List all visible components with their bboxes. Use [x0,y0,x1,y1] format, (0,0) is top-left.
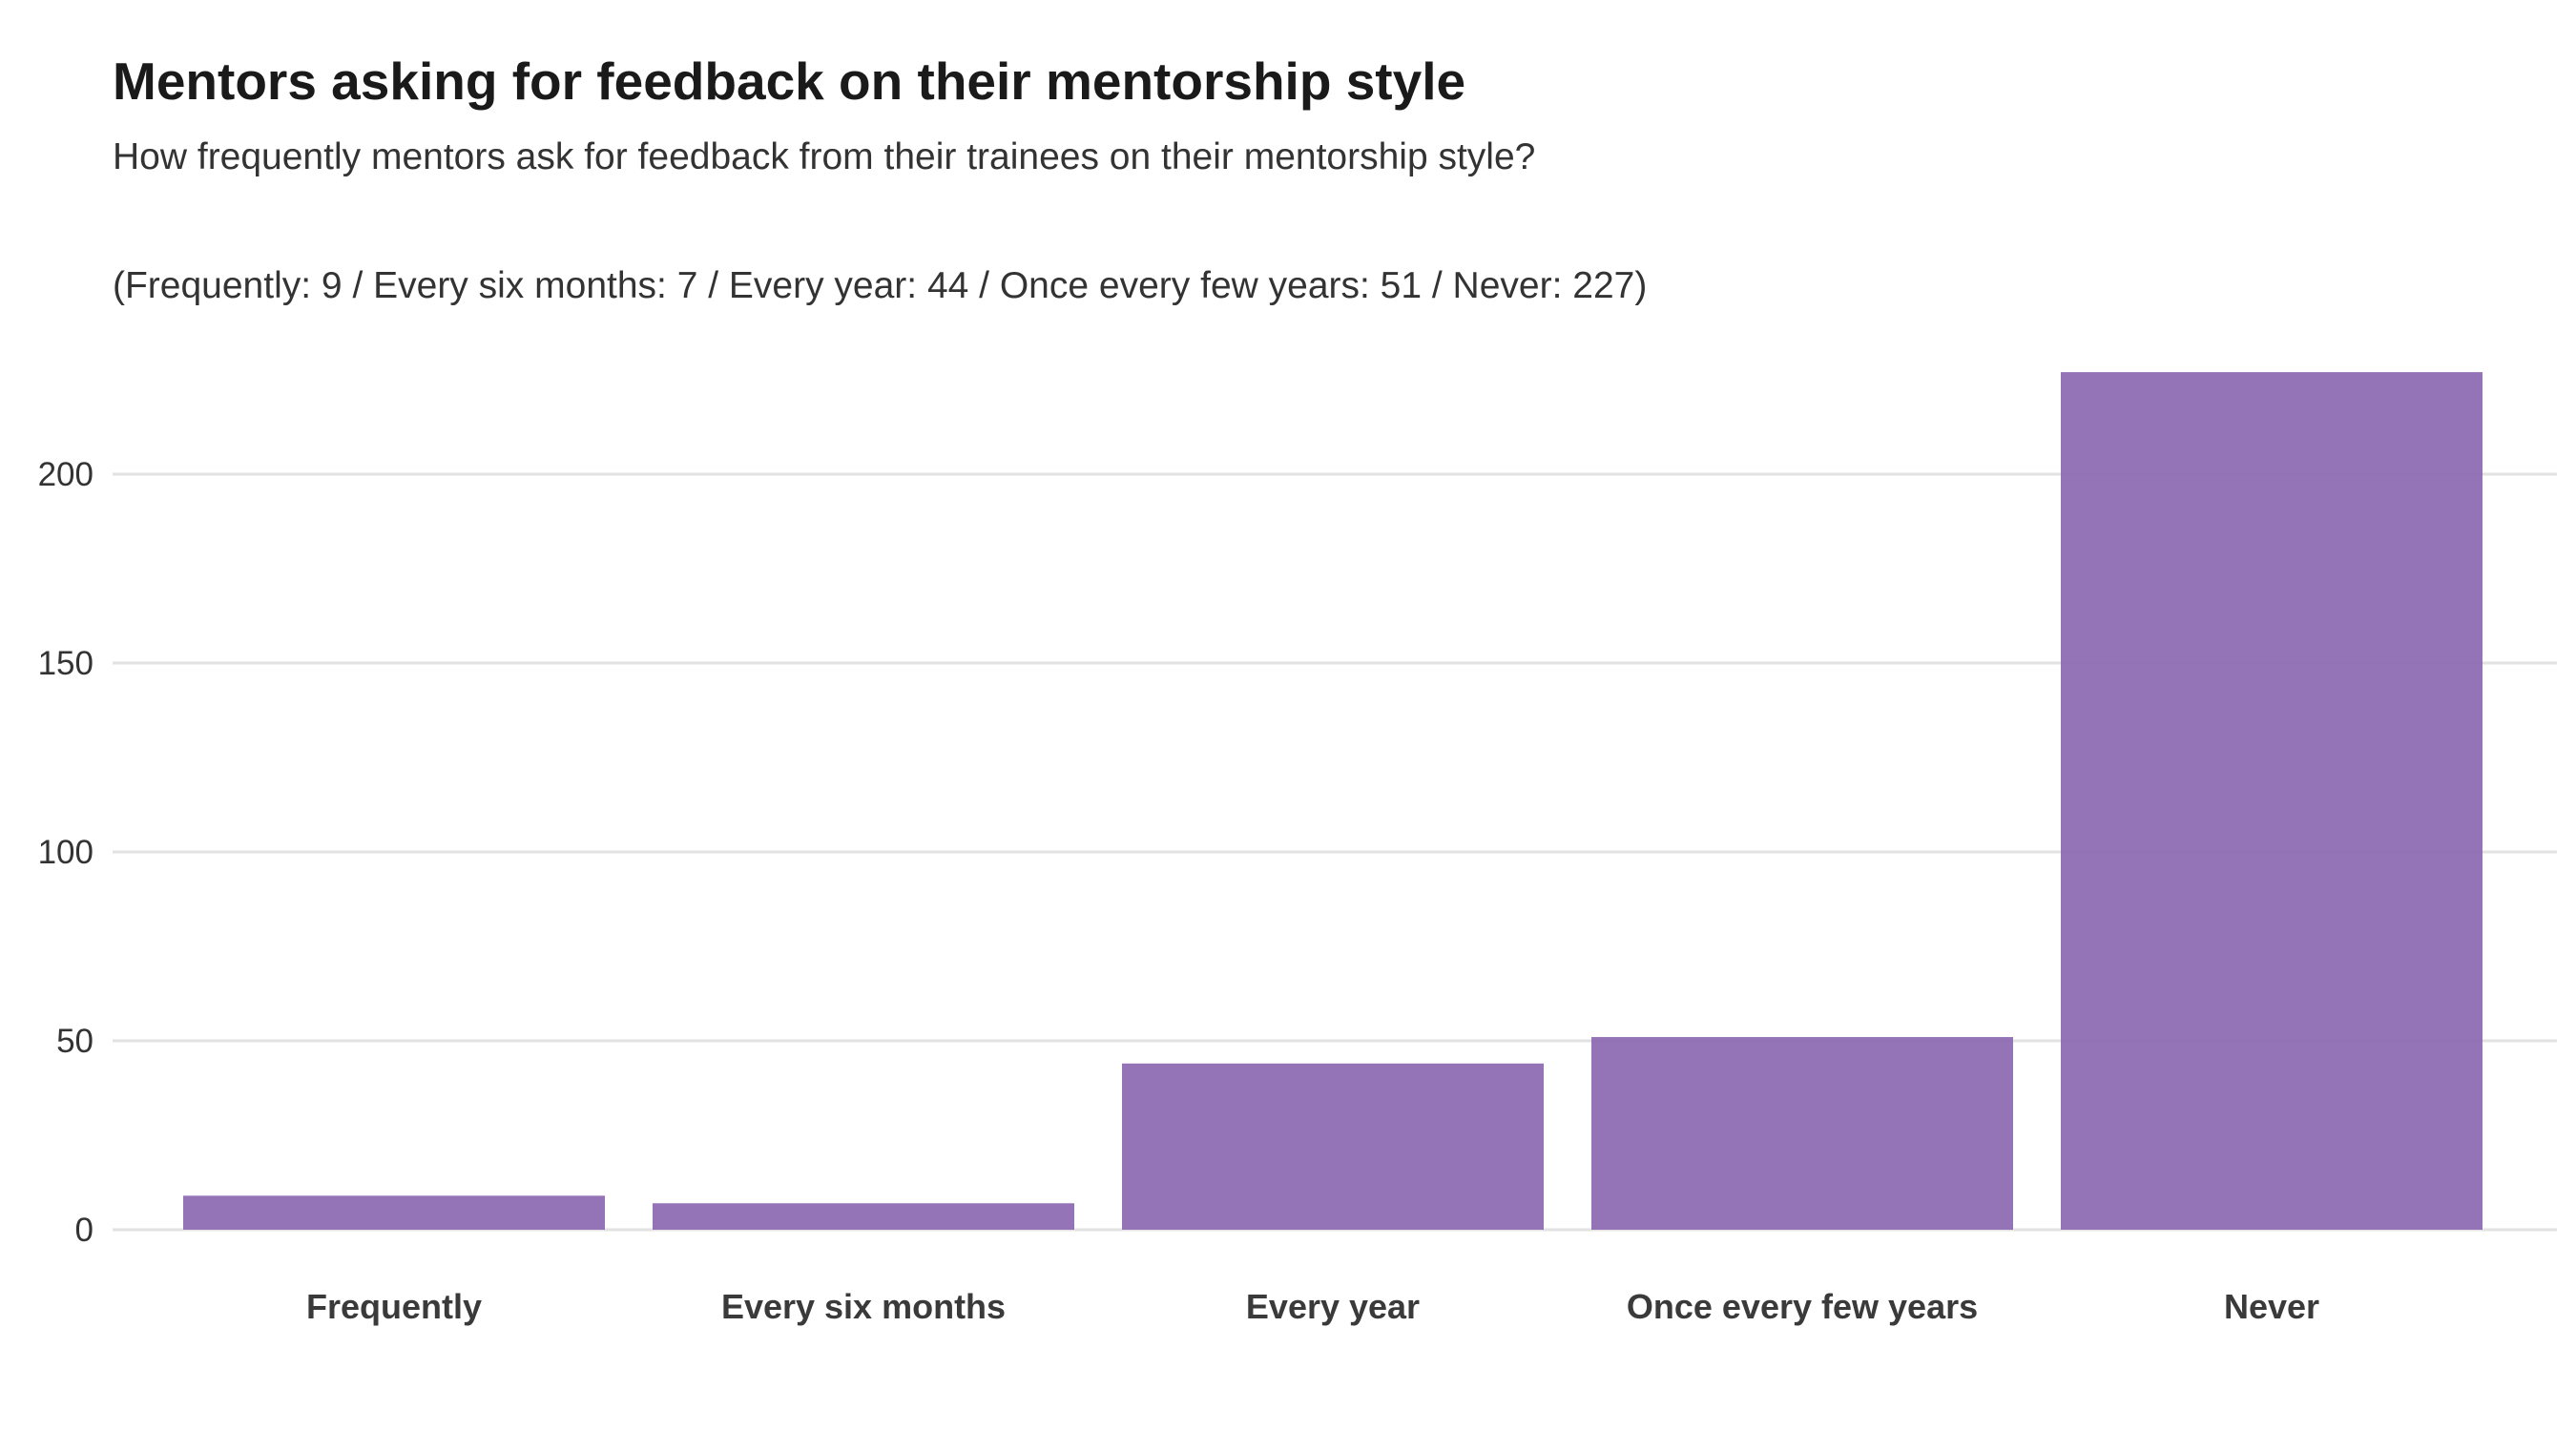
y-tick-label: 100 [38,834,93,871]
x-category-label: Once every few years [1627,1287,1978,1326]
chart-title: Mentors asking for feedback on their men… [113,52,1466,111]
x-axis-labels: Frequently Every six months Every year Once… [306,1287,2319,1326]
y-tick-label: 0 [75,1212,93,1249]
y-tick-label: 150 [38,645,93,682]
x-category-label: Every six months [721,1287,1006,1326]
bar-frequently [183,1195,605,1230]
y-axis-ticks: 0 50 100 150 200 [38,456,93,1249]
y-tick-label: 200 [38,456,93,493]
bars [183,372,2483,1231]
x-category-label: Every year [1246,1287,1420,1326]
bar-every-six-months [653,1203,1074,1230]
y-tick-label: 50 [56,1023,93,1060]
chart-subtitle: How frequently mentors ask for feedback … [113,136,1536,177]
x-category-label: Frequently [306,1287,482,1326]
chart-caption: (Frequently: 9 / Every six months: 7 / E… [113,265,1648,306]
bar-never [2061,372,2483,1231]
bar-every-year [1122,1063,1544,1230]
x-category-label: Never [2224,1287,2319,1326]
bar-once-every-few-years [1591,1037,2013,1230]
